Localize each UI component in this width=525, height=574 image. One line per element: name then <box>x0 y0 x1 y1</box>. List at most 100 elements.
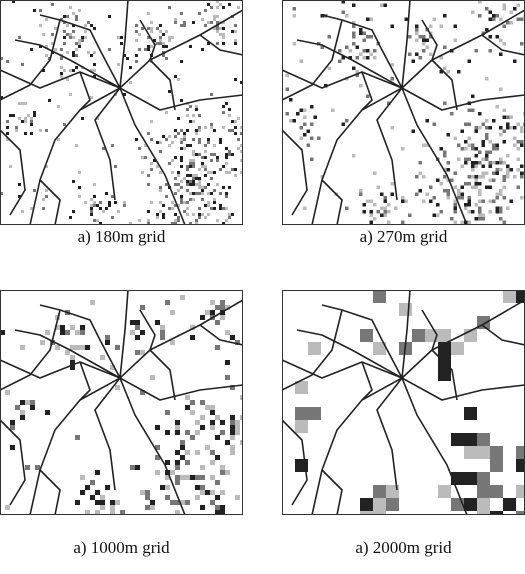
land-cell <box>237 138 240 141</box>
land-cell <box>422 38 426 42</box>
land-cell <box>225 305 230 310</box>
land-cell <box>186 168 189 171</box>
land-cell <box>308 342 321 355</box>
land-cell <box>516 511 525 515</box>
land-cell <box>345 45 349 49</box>
land-cell <box>24 117 27 120</box>
land-cell <box>401 220 405 224</box>
land-cell <box>168 207 171 210</box>
land-cell <box>140 350 145 355</box>
land-cell <box>110 510 115 515</box>
land-cell <box>439 210 443 214</box>
land-cell <box>499 87 503 91</box>
land-cell <box>69 69 72 72</box>
land-cell <box>474 185 478 189</box>
land-cell <box>200 315 205 320</box>
land-cell <box>18 117 21 120</box>
land-cell <box>443 154 447 158</box>
land-cell <box>186 201 189 204</box>
land-cell <box>292 42 296 46</box>
land-cell <box>190 435 195 440</box>
land-cell <box>45 330 50 335</box>
land-cell <box>228 213 231 216</box>
land-cell <box>174 18 177 21</box>
land-cell <box>240 132 243 135</box>
land-cell <box>198 186 201 189</box>
land-cell <box>502 108 506 112</box>
land-cell <box>175 425 180 430</box>
land-cell <box>171 201 174 204</box>
land-cell <box>432 196 436 200</box>
land-cell <box>69 36 72 39</box>
land-cell <box>352 24 356 28</box>
land-cell <box>234 78 237 81</box>
land-cell <box>516 446 525 459</box>
land-cell <box>240 395 243 400</box>
land-cell <box>33 111 36 114</box>
land-cell <box>165 183 168 186</box>
land-cell <box>207 21 210 24</box>
land-cell <box>105 207 108 210</box>
land-cell <box>21 120 24 123</box>
land-cell <box>520 126 524 130</box>
land-cell <box>499 133 503 137</box>
land-cell <box>39 45 42 48</box>
land-cell <box>418 56 422 60</box>
land-cell <box>192 153 195 156</box>
land-cell <box>195 153 198 156</box>
land-cell <box>45 195 48 198</box>
land-cell <box>303 133 307 137</box>
land-cell <box>478 199 482 203</box>
land-cell <box>108 204 111 207</box>
land-cell <box>81 39 84 42</box>
land-cell <box>144 48 147 51</box>
land-cell <box>174 192 177 195</box>
land-cell <box>451 342 464 355</box>
land-cell <box>147 27 150 30</box>
land-cell <box>207 138 210 141</box>
land-cell <box>220 315 225 320</box>
land-cell <box>115 385 120 390</box>
land-cell <box>383 196 387 200</box>
land-cell <box>492 17 496 21</box>
land-cell <box>205 490 210 495</box>
land-cell <box>464 182 468 186</box>
land-cell <box>120 36 123 39</box>
land-cell <box>231 129 234 132</box>
land-cell <box>369 210 373 214</box>
land-cell <box>299 126 303 130</box>
land-cell <box>464 161 468 165</box>
land-cell <box>147 174 150 177</box>
land-cell <box>135 54 138 57</box>
land-cell <box>506 206 510 210</box>
land-cell <box>488 199 492 203</box>
land-cell <box>159 171 162 174</box>
land-cell <box>228 114 231 117</box>
land-cell <box>488 35 492 39</box>
land-cell <box>201 162 204 165</box>
land-cell <box>415 24 419 28</box>
land-cell <box>65 330 70 335</box>
land-cell <box>446 161 450 165</box>
land-cell <box>114 165 117 168</box>
land-cell <box>200 485 205 490</box>
land-cell <box>75 15 78 18</box>
land-cell <box>168 6 171 9</box>
land-cell <box>45 410 50 415</box>
land-cell <box>155 320 160 325</box>
land-cell <box>100 500 105 505</box>
land-cell <box>105 340 110 345</box>
land-cell <box>438 485 451 498</box>
land-cell <box>446 168 450 172</box>
land-cell <box>207 213 210 216</box>
land-cell <box>102 210 105 213</box>
land-cell <box>153 159 156 162</box>
land-cell <box>200 415 205 420</box>
land-cell <box>174 219 177 222</box>
land-cell <box>443 101 447 105</box>
land-cell <box>85 510 90 515</box>
land-cell <box>213 15 216 18</box>
land-cell <box>216 219 219 222</box>
land-cell <box>18 102 21 105</box>
land-cell <box>185 460 190 465</box>
